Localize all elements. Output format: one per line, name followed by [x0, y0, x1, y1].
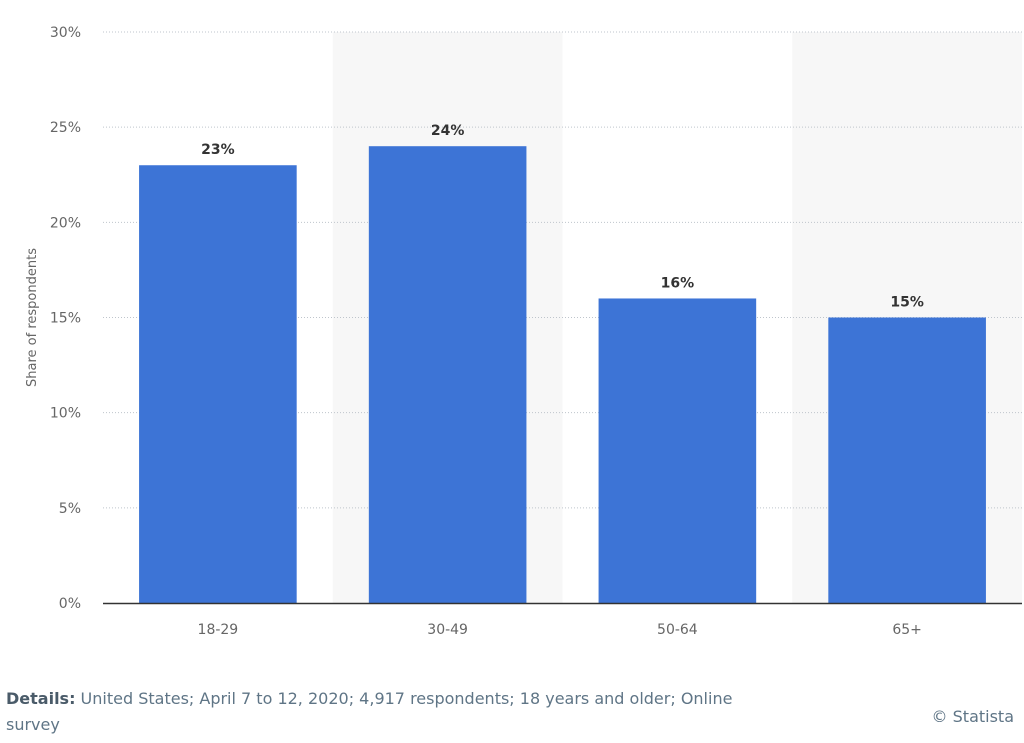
bar[interactable] — [368, 146, 527, 603]
bar[interactable] — [598, 298, 757, 603]
y-tick-label: 20% — [50, 215, 81, 231]
bar-chart: 0% 5% 10% 15% 20% 25% 30% 23% 24% 16% 15% 18-29 30… — [25, 25, 1022, 638]
x-tick-label: 65+ — [892, 622, 922, 638]
value-label: 24% — [431, 123, 465, 139]
bars — [139, 146, 986, 603]
y-axis-ticks: 0% 5% 10% 15% 20% 25% 30% — [50, 25, 81, 612]
value-label: 15% — [890, 295, 924, 311]
bar[interactable] — [139, 165, 297, 603]
y-tick-label: 5% — [59, 501, 81, 517]
x-tick-label: 30-49 — [427, 622, 468, 638]
y-axis-label: Share of respondents — [25, 248, 40, 387]
value-label: 23% — [201, 142, 235, 158]
details-note: Details: United States; April 7 to 12, 2… — [6, 686, 766, 738]
bar[interactable] — [828, 317, 986, 604]
statista-credit: © Statista — [931, 707, 1014, 726]
y-tick-label: 10% — [50, 406, 81, 422]
y-tick-label: 15% — [50, 311, 81, 327]
details-text: United States; April 7 to 12, 2020; 4,91… — [6, 689, 733, 734]
value-label: 16% — [661, 275, 695, 291]
x-axis-ticks: 18-29 30-49 50-64 65+ — [198, 622, 922, 638]
x-tick-label: 50-64 — [657, 622, 698, 638]
x-tick-label: 18-29 — [198, 622, 239, 638]
y-tick-label: 30% — [50, 25, 81, 41]
details-label: Details: — [6, 689, 76, 708]
value-labels: 23% 24% 16% 15% — [201, 123, 924, 310]
y-tick-label: 0% — [59, 596, 81, 612]
y-tick-label: 25% — [50, 120, 81, 136]
